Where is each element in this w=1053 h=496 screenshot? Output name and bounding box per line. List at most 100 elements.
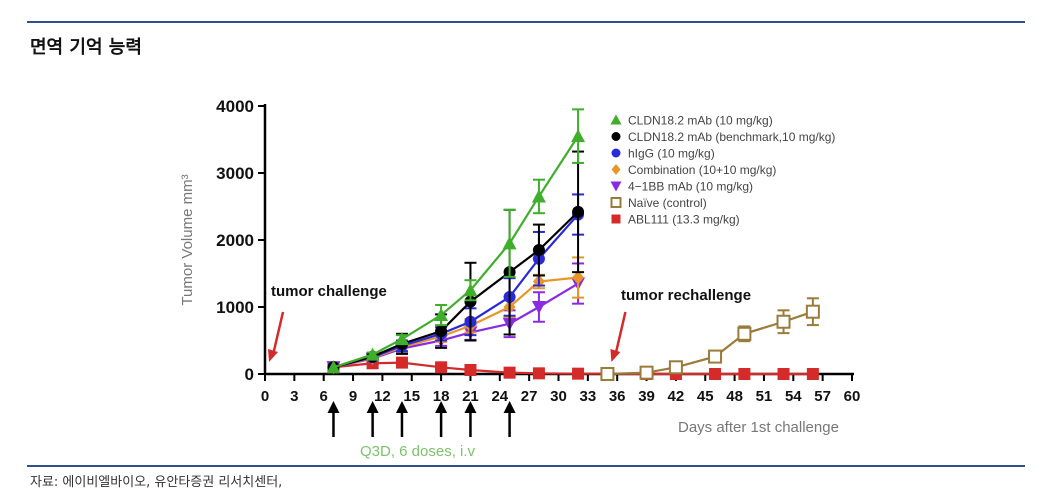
legend-entry: ABL111 (13.3 mg/kg) [611, 213, 740, 227]
legend-label: CLDN18.2 mAb (benchmark,10 mg/kg) [628, 130, 835, 144]
data-point [572, 367, 585, 380]
data-point [610, 197, 622, 208]
arrow-head [327, 401, 340, 413]
data-point [709, 368, 722, 380]
legend-entry: Naïve (control) [610, 196, 707, 210]
data-point [434, 308, 449, 322]
data-point [394, 332, 409, 346]
data-point [365, 347, 380, 361]
dosing-arrow [395, 401, 408, 437]
arrow-shaft [614, 311, 627, 356]
x-tick-label: 12 [374, 388, 391, 405]
x-tick-label: 39 [638, 388, 655, 405]
annotation-layer: tumor challenge tumor rechallenge Q3D, 6 d… [268, 283, 751, 460]
series-layer [326, 108, 820, 381]
y-tick-label: 1000 [216, 298, 254, 317]
dosing-arrow [435, 401, 448, 437]
legend-entry: Combination (10+10 mg/kg) [611, 163, 776, 177]
data-point [600, 367, 615, 381]
data-point [610, 181, 622, 192]
data-point [639, 365, 654, 380]
data-point [326, 360, 341, 374]
legend-label: ABL111 (13.3 mg/kg) [628, 213, 740, 227]
x-tick-label: 30 [550, 388, 567, 405]
dosing-arrow [366, 401, 379, 437]
data-point [572, 205, 585, 218]
challenge-arrow [268, 311, 285, 362]
rechallenge-label: tumor rechallenge [621, 287, 751, 304]
x-tick-label: 24 [491, 388, 508, 405]
data-point [502, 236, 517, 250]
arrow-head [435, 401, 448, 413]
data-point [572, 270, 585, 285]
x-tick-label: 42 [668, 388, 685, 405]
legend-label: CLDN18.2 mAb (10 mg/kg) [628, 114, 773, 128]
data-point [668, 360, 683, 375]
arrow-head [464, 401, 477, 413]
x-tick-label: 9 [349, 388, 357, 405]
x-axis-label: Days after 1st challenge [678, 419, 839, 436]
x-tick-label: 33 [580, 388, 597, 405]
data-point [806, 368, 819, 380]
data-point [611, 214, 621, 224]
data-point [611, 132, 621, 141]
arrow-shaft [271, 311, 285, 356]
data-point [435, 361, 448, 374]
data-point [531, 189, 546, 203]
legend-label: Naïve (control) [628, 196, 707, 210]
legend-label: Combination (10+10 mg/kg) [628, 163, 776, 177]
data-point [611, 148, 621, 158]
data-point [805, 304, 820, 319]
rechallenge-arrow [610, 311, 627, 362]
dosing-arrow [503, 401, 516, 437]
challenge-label: tumor challenge [271, 283, 387, 300]
arrow-head [395, 401, 408, 413]
data-point [611, 164, 621, 175]
arrow-head [503, 401, 516, 413]
data-point [464, 295, 477, 308]
legend-label: hIgG (10 mg/kg) [628, 147, 715, 161]
y-tick-label: 3000 [216, 164, 254, 183]
source-note: 자료: 에이비엘바이오, 유안타증권 리서치센터, [30, 475, 283, 490]
series-na-ve-control [600, 297, 820, 381]
data-point [532, 367, 545, 380]
dosing-arrow [327, 401, 340, 437]
x-tick-label: 18 [433, 388, 450, 405]
x-tick-label: 36 [609, 388, 626, 405]
x-tick-label: 27 [521, 388, 538, 405]
x-tick-label: 60 [844, 388, 861, 405]
y-tick-label: 4000 [216, 97, 254, 116]
page-title: 면역 기억 능력 [30, 37, 142, 58]
data-point [503, 366, 516, 379]
data-point [776, 314, 791, 329]
x-tick-label: 3 [290, 388, 298, 405]
x-tick-label: 57 [814, 388, 831, 405]
data-point [464, 363, 477, 376]
dosing-arrow [464, 401, 477, 437]
legend-entry: CLDN18.2 mAb (10 mg/kg) [610, 114, 773, 128]
x-tick-label: 6 [320, 388, 328, 405]
data-point [737, 326, 752, 341]
y-tick-label: 0 [245, 365, 254, 384]
data-point [531, 301, 546, 314]
bottom-rule [27, 465, 1025, 467]
y-axis-label: Tumor Volume mm³ [179, 174, 196, 305]
x-tick-label: 51 [756, 388, 773, 405]
series-cldn18-2-mab-10-mg-kg [326, 108, 586, 374]
data-point [532, 244, 545, 257]
legend-entry: CLDN18.2 mAb (benchmark,10 mg/kg) [611, 130, 835, 144]
data-point [571, 129, 586, 143]
y-tick-label: 2000 [216, 231, 254, 250]
arrow-head [610, 349, 621, 362]
data-point [708, 349, 723, 364]
x-tick-label: 48 [726, 388, 743, 405]
x-tick-label: 21 [462, 388, 479, 405]
series-abl111-13-3-mg-kg [327, 356, 819, 380]
legend-entry: 4−1BB mAb (10 mg/kg) [610, 180, 753, 194]
data-point [395, 356, 408, 369]
x-tick-label: 15 [403, 388, 420, 405]
arrow-head [268, 349, 278, 362]
data-point [435, 325, 448, 338]
data-point [610, 114, 622, 125]
